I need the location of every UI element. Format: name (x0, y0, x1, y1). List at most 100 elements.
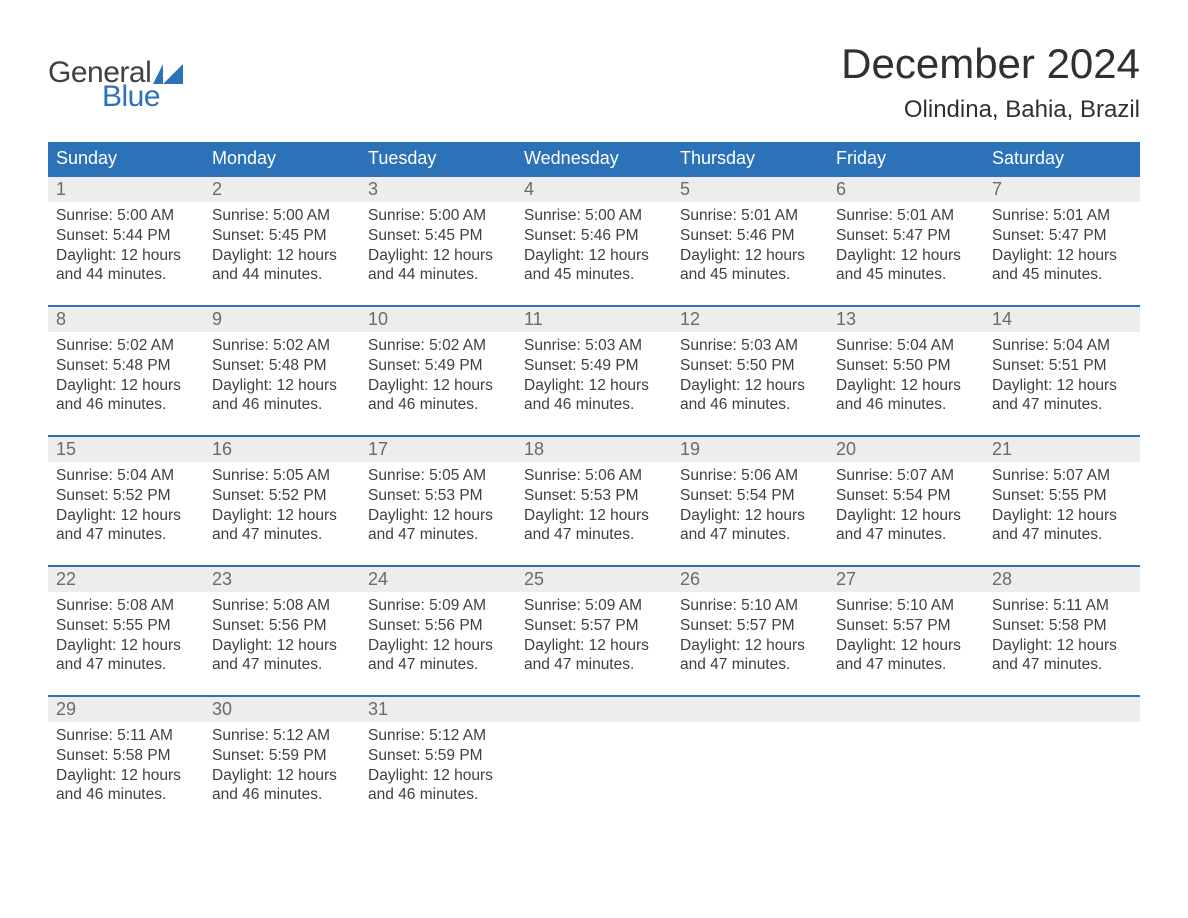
day-cell: 9Sunrise: 5:02 AMSunset: 5:48 PMDaylight… (204, 307, 360, 435)
day-line: Daylight: 12 hours (368, 506, 508, 526)
day-line: Sunset: 5:57 PM (524, 616, 664, 636)
day-line: Sunrise: 5:06 AM (680, 466, 820, 486)
day-number: 22 (48, 567, 204, 592)
day-line: Sunset: 5:52 PM (56, 486, 196, 506)
day-data: Sunrise: 5:04 AMSunset: 5:50 PMDaylight:… (828, 332, 984, 415)
day-line: Sunset: 5:58 PM (56, 746, 196, 766)
day-cell: 20Sunrise: 5:07 AMSunset: 5:54 PMDayligh… (828, 437, 984, 565)
day-number: 11 (516, 307, 672, 332)
day-line: and 45 minutes. (524, 265, 664, 285)
day-line: Sunrise: 5:10 AM (680, 596, 820, 616)
day-line: Sunrise: 5:11 AM (992, 596, 1132, 616)
day-line: Sunrise: 5:07 AM (992, 466, 1132, 486)
day-line: Sunset: 5:53 PM (368, 486, 508, 506)
day-line: and 46 minutes. (212, 395, 352, 415)
day-number: 15 (48, 437, 204, 462)
day-line: Sunset: 5:52 PM (212, 486, 352, 506)
weekday-header: Saturday (984, 142, 1140, 175)
day-line: and 47 minutes. (992, 395, 1132, 415)
day-line: Daylight: 12 hours (368, 766, 508, 786)
day-cell: 14Sunrise: 5:04 AMSunset: 5:51 PMDayligh… (984, 307, 1140, 435)
logo: General Blue (48, 40, 183, 112)
day-number: 28 (984, 567, 1140, 592)
day-line: Sunrise: 5:12 AM (368, 726, 508, 746)
day-cell (672, 697, 828, 825)
day-line: Sunrise: 5:00 AM (368, 206, 508, 226)
day-line: Sunrise: 5:00 AM (212, 206, 352, 226)
day-line: and 46 minutes. (56, 395, 196, 415)
day-line: and 45 minutes. (836, 265, 976, 285)
day-line: Daylight: 12 hours (992, 376, 1132, 396)
day-line: Sunrise: 5:02 AM (56, 336, 196, 356)
day-data: Sunrise: 5:00 AMSunset: 5:46 PMDaylight:… (516, 202, 672, 285)
day-line: Sunset: 5:46 PM (524, 226, 664, 246)
weekday-header: Tuesday (360, 142, 516, 175)
day-cell: 8Sunrise: 5:02 AMSunset: 5:48 PMDaylight… (48, 307, 204, 435)
day-line: Sunset: 5:54 PM (836, 486, 976, 506)
day-line: Sunset: 5:59 PM (212, 746, 352, 766)
day-line: and 47 minutes. (992, 655, 1132, 675)
day-line: Sunrise: 5:04 AM (836, 336, 976, 356)
day-line: Sunset: 5:47 PM (992, 226, 1132, 246)
day-line: Sunset: 5:54 PM (680, 486, 820, 506)
day-number (672, 697, 828, 722)
day-cell: 17Sunrise: 5:05 AMSunset: 5:53 PMDayligh… (360, 437, 516, 565)
day-cell: 3Sunrise: 5:00 AMSunset: 5:45 PMDaylight… (360, 177, 516, 305)
day-line: and 47 minutes. (56, 655, 196, 675)
day-line: Daylight: 12 hours (56, 246, 196, 266)
day-line: Sunrise: 5:08 AM (56, 596, 196, 616)
day-line: and 45 minutes. (680, 265, 820, 285)
day-line: Sunset: 5:51 PM (992, 356, 1132, 376)
day-line: Daylight: 12 hours (56, 506, 196, 526)
day-line: Sunrise: 5:00 AM (56, 206, 196, 226)
day-line: Sunset: 5:59 PM (368, 746, 508, 766)
header: General Blue December 2024 Olindina, Bah… (48, 40, 1140, 124)
day-line: Sunset: 5:50 PM (836, 356, 976, 376)
week-row: 29Sunrise: 5:11 AMSunset: 5:58 PMDayligh… (48, 695, 1140, 825)
day-data: Sunrise: 5:01 AMSunset: 5:46 PMDaylight:… (672, 202, 828, 285)
day-data: Sunrise: 5:06 AMSunset: 5:53 PMDaylight:… (516, 462, 672, 545)
day-line: Sunset: 5:48 PM (212, 356, 352, 376)
day-line: and 46 minutes. (212, 785, 352, 805)
day-line: Sunrise: 5:02 AM (368, 336, 508, 356)
day-line: and 47 minutes. (992, 525, 1132, 545)
day-data: Sunrise: 5:09 AMSunset: 5:56 PMDaylight:… (360, 592, 516, 675)
day-number: 29 (48, 697, 204, 722)
day-data: Sunrise: 5:04 AMSunset: 5:52 PMDaylight:… (48, 462, 204, 545)
day-number: 16 (204, 437, 360, 462)
day-line: Sunrise: 5:04 AM (56, 466, 196, 486)
day-data: Sunrise: 5:10 AMSunset: 5:57 PMDaylight:… (672, 592, 828, 675)
day-line: Sunset: 5:44 PM (56, 226, 196, 246)
day-line: Daylight: 12 hours (524, 636, 664, 656)
day-line: Sunset: 5:47 PM (836, 226, 976, 246)
day-line: and 47 minutes. (212, 655, 352, 675)
day-data: Sunrise: 5:00 AMSunset: 5:45 PMDaylight:… (360, 202, 516, 285)
day-number: 27 (828, 567, 984, 592)
day-number: 13 (828, 307, 984, 332)
day-cell (984, 697, 1140, 825)
day-cell: 21Sunrise: 5:07 AMSunset: 5:55 PMDayligh… (984, 437, 1140, 565)
day-cell: 24Sunrise: 5:09 AMSunset: 5:56 PMDayligh… (360, 567, 516, 695)
day-line: Sunset: 5:49 PM (368, 356, 508, 376)
day-number: 21 (984, 437, 1140, 462)
weekday-header: Wednesday (516, 142, 672, 175)
day-cell: 31Sunrise: 5:12 AMSunset: 5:59 PMDayligh… (360, 697, 516, 825)
day-line: Sunrise: 5:02 AM (212, 336, 352, 356)
day-data: Sunrise: 5:05 AMSunset: 5:52 PMDaylight:… (204, 462, 360, 545)
day-number (516, 697, 672, 722)
day-data: Sunrise: 5:00 AMSunset: 5:44 PMDaylight:… (48, 202, 204, 285)
day-line: Daylight: 12 hours (524, 376, 664, 396)
day-cell: 27Sunrise: 5:10 AMSunset: 5:57 PMDayligh… (828, 567, 984, 695)
day-line: and 47 minutes. (524, 525, 664, 545)
day-cell: 22Sunrise: 5:08 AMSunset: 5:55 PMDayligh… (48, 567, 204, 695)
month-title: December 2024 (841, 40, 1140, 88)
day-line: Daylight: 12 hours (524, 506, 664, 526)
day-line: Sunrise: 5:03 AM (680, 336, 820, 356)
day-line: Sunrise: 5:01 AM (836, 206, 976, 226)
week-row: 8Sunrise: 5:02 AMSunset: 5:48 PMDaylight… (48, 305, 1140, 435)
day-cell: 26Sunrise: 5:10 AMSunset: 5:57 PMDayligh… (672, 567, 828, 695)
day-line: Daylight: 12 hours (212, 506, 352, 526)
day-cell: 1Sunrise: 5:00 AMSunset: 5:44 PMDaylight… (48, 177, 204, 305)
week-row: 15Sunrise: 5:04 AMSunset: 5:52 PMDayligh… (48, 435, 1140, 565)
day-cell: 4Sunrise: 5:00 AMSunset: 5:46 PMDaylight… (516, 177, 672, 305)
